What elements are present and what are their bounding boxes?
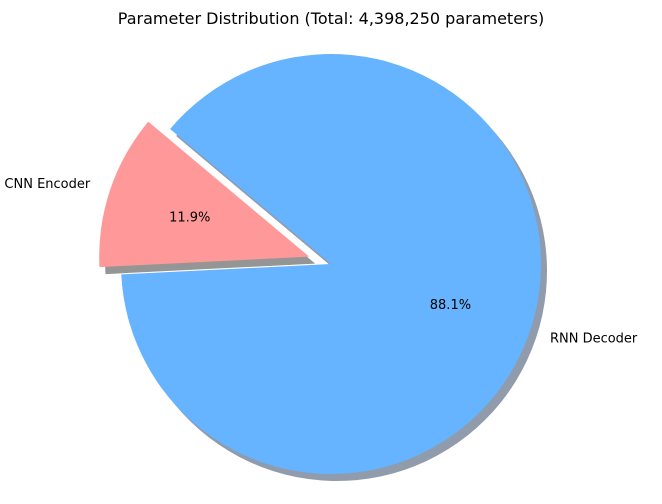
slice-label-cnn-encoder: CNN Encoder [4, 177, 90, 192]
slice-value-rnn-decoder: 88.1% [430, 298, 471, 313]
slice-cnn-encoder [99, 121, 310, 268]
chart-title: Parameter Distribution (Total: 4,398,250… [118, 9, 544, 28]
slice-labels: CNN Encoder 11.9% RNN Decoder 88.1% [4, 177, 638, 347]
slice-label-rnn-decoder: RNN Decoder [550, 332, 638, 347]
slice-rnn-decoder [121, 53, 541, 474]
slice-value-cnn-encoder: 11.9% [169, 211, 210, 226]
slices [99, 53, 541, 474]
